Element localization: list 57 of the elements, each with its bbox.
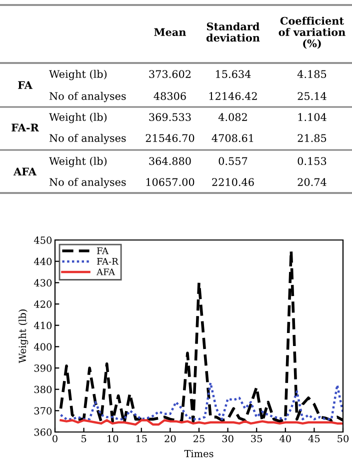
x-tick-label: 50	[338, 434, 349, 442]
y-tick-label: 450	[34, 236, 52, 244]
x-tick-label: 20	[164, 434, 176, 442]
line-series	[60, 382, 343, 420]
text: Weight (lb)	[49, 112, 107, 124]
y-axis-title: Weight (lb)	[18, 310, 28, 364]
text: 4.185	[297, 70, 326, 78]
x-axis-title: Times	[184, 450, 214, 458]
text: 369.533	[149, 113, 191, 122]
text: 10657.00	[146, 178, 194, 186]
x-tick-label: 40	[280, 434, 291, 442]
y-tick-label: 440	[34, 258, 52, 266]
y-tick-label: 370	[34, 407, 52, 414]
text: 4.082	[218, 113, 247, 122]
y-tick-label: 380	[34, 386, 52, 394]
x-tick-label: 0	[52, 434, 58, 442]
text: No of analyses	[50, 92, 126, 102]
text: Coefficient of variation (%)	[278, 16, 346, 49]
text: 0.153	[298, 157, 326, 166]
text: 25.14	[298, 92, 326, 100]
y-tick-label: 420	[34, 300, 52, 308]
text: 1.104	[298, 113, 326, 122]
text: 2210.46	[212, 178, 254, 186]
text: FA-R	[12, 124, 39, 132]
text: Standard deviation	[206, 22, 260, 42]
text: 15.634	[216, 70, 251, 78]
text: 21546.70	[146, 134, 194, 142]
legend-label: AFA	[96, 268, 116, 276]
text: 21.85	[298, 134, 326, 142]
x-tick-label: 30	[222, 434, 234, 442]
y-tick-label: 390	[34, 364, 52, 372]
text: Mean	[154, 28, 186, 36]
x-tick-label: 15	[136, 434, 147, 442]
text: AFA	[13, 168, 37, 176]
x-tick-label: 25	[193, 434, 204, 442]
text: Weight (lb)	[49, 70, 107, 80]
text: 0.557	[218, 157, 248, 166]
text: Weight (lb)	[49, 156, 107, 168]
text: 20.74	[298, 178, 326, 186]
text: 12146.42	[209, 92, 257, 100]
text: 373.602	[149, 70, 191, 78]
text: 364.880	[149, 157, 191, 166]
text: 48306	[154, 92, 186, 100]
text: No of analyses	[50, 134, 126, 144]
y-tick-label: 410	[34, 322, 52, 330]
text: No of analyses	[50, 178, 126, 188]
legend-label: FA-R	[97, 258, 119, 265]
x-tick-label: 10	[108, 434, 118, 442]
x-tick-label: 45	[308, 434, 320, 442]
x-tick-label: 35	[251, 434, 262, 442]
legend-label: FA	[97, 248, 109, 254]
text: FA	[18, 81, 33, 89]
x-tick-label: 5	[82, 435, 86, 442]
y-tick-label: 360	[34, 428, 52, 436]
text: 4708.61	[212, 134, 254, 142]
y-tick-label: 430	[34, 279, 52, 286]
y-tick-label: 400	[34, 343, 52, 350]
